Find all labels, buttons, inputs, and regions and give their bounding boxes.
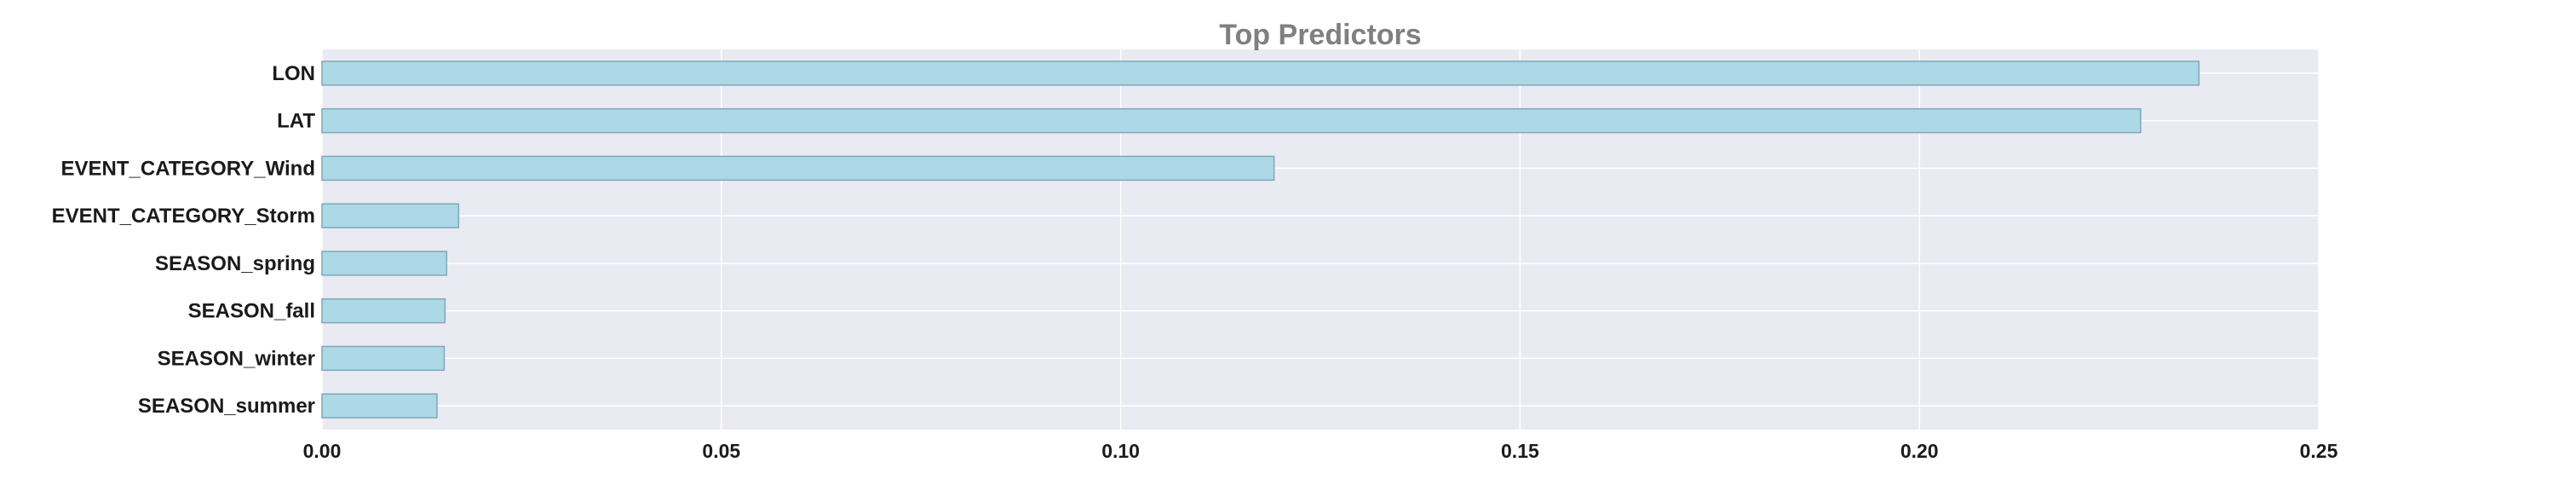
x-tick-label: 0.15 bbox=[1501, 440, 1539, 462]
x-tick-labels: 0.00 0.05 0.10 0.15 0.20 0.25 bbox=[303, 440, 2338, 462]
x-tick-label: 0.05 bbox=[702, 440, 740, 462]
bar bbox=[321, 297, 446, 324]
category-label: EVENT_CATEGORY_Storm bbox=[52, 205, 315, 228]
category-label: LAT bbox=[277, 110, 315, 133]
grid-lines bbox=[321, 49, 2320, 430]
bar bbox=[321, 61, 2200, 86]
x-tick-label: 0.20 bbox=[1900, 440, 1939, 462]
bars bbox=[321, 61, 2200, 419]
bar bbox=[321, 155, 1275, 182]
x-tick-label: 0.00 bbox=[303, 440, 342, 462]
plot-background bbox=[322, 49, 2319, 430]
bar bbox=[321, 107, 2142, 134]
chart-title: Top Predictors bbox=[1219, 19, 1421, 51]
bar bbox=[321, 203, 460, 228]
category-label: EVENT_CATEGORY_Wind bbox=[61, 157, 315, 180]
category-label: SEASON_spring bbox=[155, 252, 315, 275]
x-tick-label: 0.10 bbox=[1101, 440, 1140, 462]
category-label: SEASON_winter bbox=[158, 347, 315, 370]
x-tick-label: 0.25 bbox=[2300, 440, 2338, 462]
category-label: SEASON_summer bbox=[138, 395, 315, 418]
bar bbox=[321, 345, 446, 372]
bar bbox=[321, 251, 448, 276]
bar bbox=[321, 393, 438, 419]
category-labels: LON LAT EVENT_CATEGORY_Wind EVENT_CATEGORY_… bbox=[52, 62, 316, 418]
category-label: LON bbox=[272, 62, 315, 85]
category-label: SEASON_fall bbox=[188, 300, 315, 323]
